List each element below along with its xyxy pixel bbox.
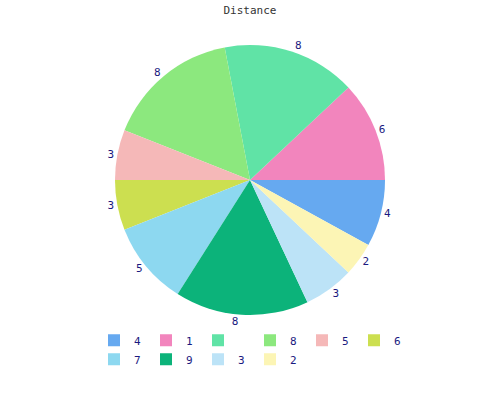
svg-text:​​​: ​​​: [238, 335, 239, 348]
svg-text:3: 3: [333, 287, 340, 300]
svg-text:8: 8: [154, 66, 161, 79]
svg-text:3: 3: [108, 148, 115, 161]
svg-text:2: 2: [362, 255, 369, 268]
svg-text:5: 5: [342, 335, 349, 348]
svg-text:Distance: Distance: [224, 4, 277, 17]
svg-text:8: 8: [232, 315, 239, 328]
svg-text:4: 4: [384, 207, 391, 220]
svg-text:8: 8: [295, 39, 302, 52]
svg-text:6: 6: [379, 123, 386, 136]
svg-text:2: 2: [290, 354, 297, 367]
svg-text:5: 5: [136, 262, 143, 275]
svg-text:9: 9: [186, 354, 193, 367]
svg-text:4: 4: [134, 335, 141, 348]
svg-text:7: 7: [134, 354, 141, 367]
svg-text:1: 1: [186, 335, 193, 348]
svg-text:3: 3: [238, 354, 245, 367]
svg-text:6: 6: [394, 335, 401, 348]
svg-text:8: 8: [290, 335, 297, 348]
svg-text:3: 3: [108, 199, 115, 212]
